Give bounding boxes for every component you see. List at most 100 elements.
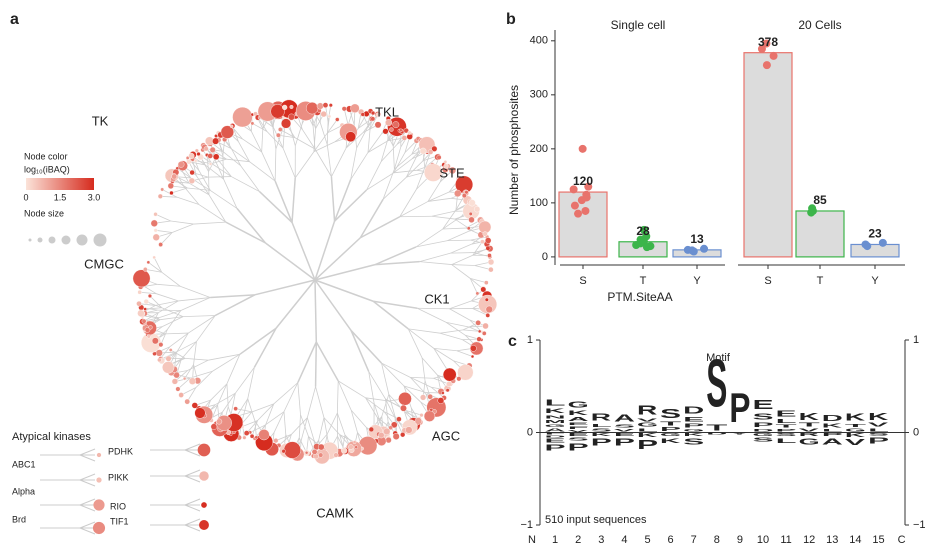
branch: [306, 386, 316, 418]
legend-tick: 3.0: [88, 192, 101, 202]
logo-letter: D: [822, 414, 843, 423]
kinase-node: [327, 114, 332, 119]
y-tick-label: 200: [530, 143, 548, 155]
kinase-node: [328, 103, 333, 108]
branch: [350, 330, 370, 372]
logo-letter: A: [568, 417, 589, 423]
branch: [139, 291, 157, 295]
branch: [396, 130, 407, 145]
kinase-node: [283, 441, 301, 459]
kinase-node: [470, 345, 477, 352]
kinase-node: [443, 163, 449, 169]
logo-letter: K: [637, 433, 658, 438]
branch: [416, 167, 426, 190]
branch: [381, 394, 390, 417]
branch: [450, 252, 474, 254]
x-tick-label: 13: [826, 534, 838, 546]
branch: [403, 385, 427, 393]
kinase-node: [209, 146, 216, 153]
branch: [160, 195, 177, 198]
logo-letter: S: [614, 424, 635, 429]
branch: [195, 370, 213, 388]
x-tick-label: T: [640, 275, 647, 287]
kinase-node: [392, 432, 400, 440]
branch: [241, 398, 249, 422]
kinase-node: [396, 416, 402, 422]
branch: [291, 177, 296, 223]
legend-title: Node color: [24, 151, 68, 161]
branch: [431, 210, 455, 217]
branch: [374, 246, 417, 266]
branch: [282, 147, 296, 179]
kinase-node: [482, 231, 488, 237]
branch: [172, 181, 190, 184]
kinase-node: [305, 102, 319, 115]
logo-letter: G: [683, 429, 704, 433]
kinase-node: [196, 151, 201, 157]
logo-letter: D: [752, 429, 773, 433]
kinase-node: [210, 423, 218, 430]
atypical-label: ABC1: [12, 459, 36, 469]
branch: [155, 300, 179, 306]
kinase-node: [144, 327, 151, 333]
logo-letter: Y: [729, 432, 749, 435]
branch: [406, 160, 424, 178]
atypical-title: Atypical kinases: [12, 431, 91, 443]
branch: [314, 279, 318, 343]
logo-letter: E: [568, 422, 589, 426]
branch: [427, 197, 451, 202]
branch: [196, 315, 216, 342]
kinase-node: [316, 102, 324, 110]
kinase-node: [358, 436, 378, 456]
branch: [449, 300, 472, 310]
branch: [192, 159, 197, 176]
logo-letter: G: [545, 424, 566, 428]
kinase-node: [188, 177, 196, 184]
branch: [283, 411, 287, 435]
logo-letter: E: [568, 432, 589, 437]
kinase-node: [157, 357, 162, 363]
branch: [313, 141, 335, 153]
branch: [208, 194, 227, 223]
branch: [314, 279, 374, 302]
kinase-node: [169, 190, 174, 196]
branch: [440, 332, 463, 341]
branch: [273, 382, 299, 405]
kinase-node: [389, 127, 394, 132]
atypical-tree: [40, 443, 211, 535]
logo-letter: L: [822, 429, 843, 433]
branch: [356, 127, 368, 149]
branch: [291, 417, 308, 435]
kinase-node: [193, 158, 198, 163]
logo-letter: K: [545, 407, 566, 415]
branch: [314, 279, 352, 331]
logo-letter: P: [568, 441, 589, 452]
kinase-node: [151, 337, 159, 345]
kinase-node: [232, 106, 253, 128]
branch: [350, 147, 358, 180]
branch: [405, 409, 422, 416]
logo-letter: G: [660, 432, 681, 437]
kinase-node: [177, 161, 185, 168]
branch: [451, 264, 471, 279]
branch: [198, 204, 227, 223]
branch: [343, 108, 349, 126]
bar: [743, 52, 793, 258]
branch: [143, 312, 159, 322]
branch: [278, 134, 295, 139]
branch: [451, 254, 473, 265]
branch: [198, 170, 211, 191]
branch: [442, 209, 457, 230]
branch: [253, 327, 277, 368]
x-tick-label: 4: [621, 534, 627, 546]
branch: [393, 152, 406, 174]
point: [640, 225, 649, 234]
logo-letter: A: [545, 428, 566, 433]
kinase-node: [468, 199, 476, 207]
branch: [175, 341, 197, 353]
kinase-node: [485, 245, 491, 251]
branch: [161, 307, 184, 317]
kinase-node: [345, 131, 356, 143]
logo-letter: G: [637, 422, 658, 428]
